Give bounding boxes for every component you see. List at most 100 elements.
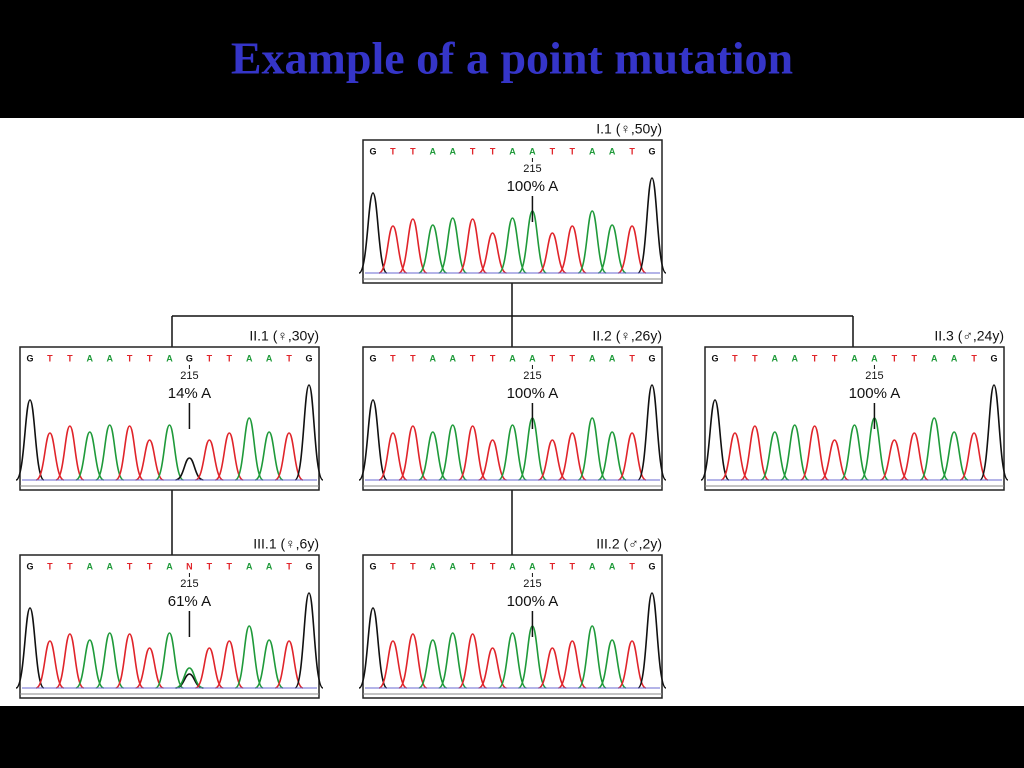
base-letter: G — [990, 353, 997, 363]
trace-peak — [740, 425, 770, 481]
trace-peak — [498, 217, 527, 274]
base-letter: T — [227, 561, 233, 571]
base-letter: A — [106, 353, 113, 363]
trace-peak — [840, 424, 869, 481]
trace-peak — [557, 640, 587, 689]
base-letter: T — [470, 146, 476, 156]
trace-peak — [498, 424, 527, 481]
trace-peak — [195, 439, 224, 481]
trace-peak — [274, 640, 304, 689]
base-letter: N — [186, 561, 193, 571]
base-letter: T — [410, 146, 416, 156]
trace-peak — [155, 632, 184, 689]
base-letter: A — [851, 353, 858, 363]
base-letter: T — [550, 353, 556, 363]
trace-peak — [637, 177, 667, 274]
panel-frame — [362, 346, 663, 491]
trace-peak — [538, 232, 567, 274]
panel-label: III.2 (♂,2y) — [596, 536, 662, 552]
trace-peak — [577, 210, 607, 274]
trace-peak — [597, 639, 627, 689]
base-letter: G — [305, 561, 312, 571]
base-letter: A — [449, 353, 456, 363]
base-letter: A — [87, 561, 94, 571]
trace-peak — [820, 439, 849, 481]
trace-peak — [358, 607, 388, 689]
trace-peak — [438, 424, 468, 481]
base-letter: T — [812, 353, 818, 363]
trace-peak — [617, 432, 647, 481]
trace-peak — [418, 224, 448, 274]
base-letter: A — [449, 146, 456, 156]
base-letter: T — [752, 353, 758, 363]
trace-peak — [458, 425, 488, 481]
trace-peak — [135, 439, 164, 481]
base-letter: T — [470, 353, 476, 363]
base-letter: T — [971, 353, 977, 363]
percent-label: 100% A — [849, 385, 901, 402]
trace-peak — [95, 424, 125, 481]
trace-peak — [35, 432, 65, 481]
trace-peak — [498, 632, 527, 689]
trace-peak — [438, 632, 468, 689]
base-letter: T — [67, 353, 73, 363]
trace-peak — [919, 417, 949, 481]
base-letter: A — [430, 353, 437, 363]
base-letter: A — [609, 353, 616, 363]
trace-peak — [135, 647, 164, 689]
base-letter: G — [369, 353, 376, 363]
base-letter: A — [87, 353, 94, 363]
trace-peak — [155, 424, 184, 481]
trace-peak — [700, 399, 730, 481]
chromatogram-panel: III.2 (♂,2y) G T T A A T T A A T T A A T G 215 100% A — [358, 536, 667, 699]
position-label: 215 — [865, 370, 883, 382]
base-letter: A — [266, 561, 273, 571]
base-letter: A — [951, 353, 958, 363]
trace-peak — [398, 425, 428, 481]
trace-peak — [760, 431, 790, 481]
base-letter: A — [589, 146, 596, 156]
trace-peak — [195, 647, 224, 689]
base-letter: T — [570, 561, 576, 571]
trace-peak — [398, 218, 428, 274]
panel-label: III.1 (♀,6y) — [253, 536, 319, 552]
panel-frame — [704, 346, 1005, 491]
trace-peak — [418, 431, 448, 481]
base-letter: T — [832, 353, 838, 363]
trace-peak — [254, 639, 284, 689]
base-letter: G — [711, 353, 718, 363]
base-letter: T — [570, 146, 576, 156]
trace-peak — [418, 639, 448, 689]
panel-frame — [362, 139, 663, 284]
trace-peak — [597, 431, 627, 481]
base-letter: A — [509, 561, 516, 571]
chromatogram-panel: II.3 (♂,24y) G T T A A T T A A T T A A T G 215 100% A — [700, 328, 1009, 491]
trace-peak — [577, 625, 607, 689]
percent-label: 100% A — [507, 593, 559, 610]
trace-peak — [478, 232, 507, 274]
trace-peak — [55, 633, 85, 689]
position-label: 215 — [523, 163, 541, 175]
base-letter: T — [286, 353, 292, 363]
trace-peak — [780, 424, 810, 481]
base-letter: T — [390, 146, 396, 156]
trace-peak — [294, 592, 324, 689]
base-letter: T — [47, 353, 53, 363]
base-letter: T — [629, 353, 635, 363]
trace-peak — [95, 632, 125, 689]
base-letter: A — [430, 561, 437, 571]
trace-peak — [214, 432, 244, 481]
trace-peak — [398, 633, 428, 689]
trace-peak — [979, 384, 1009, 481]
pedigree-lines — [171, 283, 854, 555]
trace-peak — [358, 192, 388, 274]
chromatogram-panel: III.1 (♀,6y) G T T A A T T A N T T A A T G 215 61% A — [15, 536, 324, 699]
trace-peak — [234, 625, 264, 689]
trace-peak — [15, 399, 45, 481]
trace-peak — [959, 432, 989, 481]
base-letter: T — [410, 353, 416, 363]
base-letter: T — [127, 561, 133, 571]
base-letter: G — [648, 561, 655, 571]
trace-peak — [378, 640, 408, 689]
